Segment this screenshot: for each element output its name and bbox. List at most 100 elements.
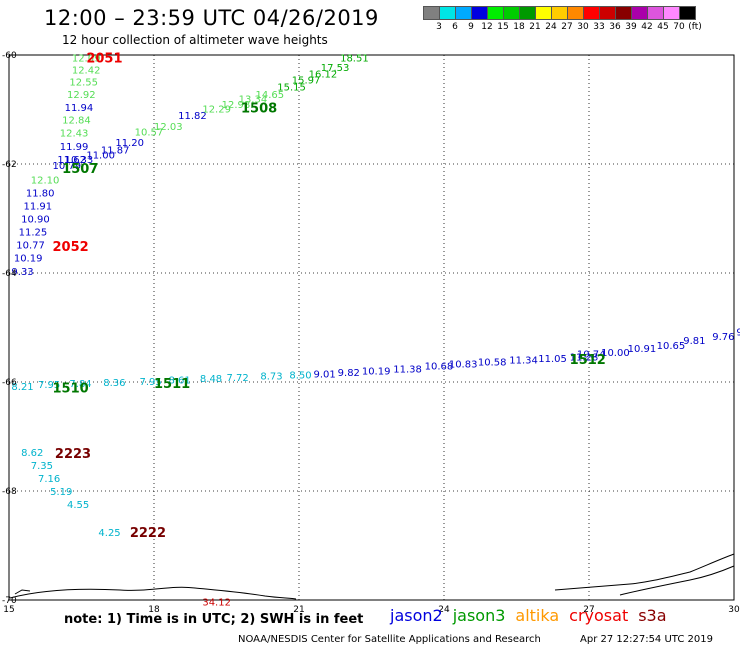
wave-height-value: 10.65 bbox=[657, 341, 686, 352]
wave-height-value: 10.57 bbox=[135, 127, 164, 138]
colorbar-label: 36 bbox=[609, 22, 621, 32]
wave-height-value: 7.95 bbox=[140, 377, 162, 388]
pass-time-label: 2222 bbox=[130, 526, 166, 541]
wave-height-value: 11.20 bbox=[115, 138, 144, 149]
wave-height-value: 11.94 bbox=[65, 103, 94, 114]
pass-labels: 2051 1508 1507 2052 1510 1511 1512 2223 2222 bbox=[53, 52, 606, 541]
wave-height-value: 10.74 bbox=[577, 350, 606, 361]
wave-height-value: 7.35 bbox=[31, 461, 53, 472]
colorbar bbox=[423, 6, 696, 20]
lon-tick-label: 30 bbox=[728, 605, 740, 615]
colorbar-label: 30 bbox=[577, 22, 589, 32]
map-frame bbox=[8, 54, 735, 601]
page-subtitle: 12 hour collection of altimeter wave hei… bbox=[62, 33, 328, 47]
colorbar-label: 33 bbox=[593, 22, 605, 32]
colorbar-label: 15 bbox=[497, 22, 509, 32]
wave-height-value: 8.61 bbox=[169, 375, 191, 386]
wave-height-value: 16.12 bbox=[309, 70, 338, 81]
wave-height-value: 11.00 bbox=[86, 151, 115, 162]
colorbar-label: 39 bbox=[625, 22, 637, 32]
colorbar-label: 27 bbox=[561, 22, 573, 32]
wave-height-value: 34.12 bbox=[202, 598, 231, 609]
lon-tick-label: 18 bbox=[148, 605, 160, 615]
wave-height-value: 15.15 bbox=[277, 83, 306, 94]
lat-tick-label: -64 bbox=[2, 269, 17, 279]
pass-time-label: 1510 bbox=[53, 381, 89, 396]
colorbar-label: 3 bbox=[436, 22, 442, 32]
wave-height-value: 10.33 bbox=[65, 155, 94, 166]
lon-tick-label: 15 bbox=[3, 605, 14, 615]
wave-height-value: 7.84 bbox=[69, 379, 91, 390]
colorbar-label: 18 bbox=[513, 22, 525, 32]
wave-height-value: 12.03 bbox=[154, 122, 183, 133]
wave-height-value: 9.76 bbox=[712, 332, 734, 343]
legend-item-jason2: jason2 bbox=[390, 606, 443, 625]
wave-height-value: 8.73 bbox=[260, 371, 282, 382]
wave-height-value: 10.90 bbox=[21, 215, 50, 226]
wave-height-value: 10.19 bbox=[14, 254, 43, 265]
wave-height-value: 12.84 bbox=[62, 115, 91, 126]
lat-tick-label: -62 bbox=[2, 160, 17, 170]
pass-time-label: 2052 bbox=[53, 240, 89, 255]
wave-height-value: 8.36 bbox=[103, 378, 125, 389]
legend-item-altika: altika bbox=[515, 606, 560, 625]
satellite-legend: jason2 jason3 altika cryosat s3a bbox=[390, 606, 677, 625]
wave-height-value: 11.87 bbox=[101, 145, 130, 156]
wave-height-value: 12.42 bbox=[72, 66, 101, 77]
colorbar-label: (ft) bbox=[688, 22, 702, 32]
coastline bbox=[9, 553, 735, 600]
pass-time-label: 2051 bbox=[86, 52, 122, 67]
colorbar-label: 24 bbox=[545, 22, 557, 32]
wave-height-value: 5.19 bbox=[50, 487, 72, 498]
wave-height-value: 11.80 bbox=[26, 188, 55, 199]
credit-text: NOAA/NESDIS Center for Satellite Applica… bbox=[238, 634, 541, 645]
pass-time-label: 2223 bbox=[55, 447, 91, 462]
wave-height-value: 12.55 bbox=[69, 78, 98, 89]
lon-tick-label: 21 bbox=[293, 605, 304, 615]
legend-item-s3a: s3a bbox=[638, 606, 667, 625]
wave-height-value: 11.28 bbox=[570, 352, 599, 363]
colorbar-label: 45 bbox=[657, 22, 669, 32]
wave-height-value: 10.68 bbox=[425, 362, 454, 373]
lon-tick-label: 27 bbox=[583, 605, 594, 615]
wave-height-value: 9.64 bbox=[736, 327, 740, 338]
wave-height-value: 17.53 bbox=[321, 63, 350, 74]
lat-tick-label: -70 bbox=[2, 596, 17, 606]
wave-height-value: 15.97 bbox=[292, 76, 321, 87]
wave-height-value: 7.95 bbox=[38, 380, 60, 391]
colorbar-label: 42 bbox=[641, 22, 653, 32]
wave-height-value: 13.34 bbox=[239, 95, 268, 106]
wave-height-value: 7.16 bbox=[38, 474, 60, 485]
wave-height-value: 11.91 bbox=[24, 201, 53, 212]
wave-height-value: 10.77 bbox=[16, 241, 45, 252]
wave-height-value: 18.51 bbox=[340, 54, 369, 65]
wave-height-value: 9.82 bbox=[338, 368, 360, 379]
wave-height-value: 11.62 bbox=[57, 155, 86, 166]
credit-timestamp: Apr 27 12:27:54 UTC 2019 bbox=[580, 634, 713, 645]
wave-height-value: 10.79 bbox=[53, 161, 82, 172]
colorbar-label: 6 bbox=[452, 22, 458, 32]
gridlines bbox=[9, 55, 734, 600]
wave-height-value: 8.62 bbox=[21, 448, 43, 459]
footer-note: note: 1) Time is in UTC; 2) SWH is in fe… bbox=[64, 612, 364, 627]
wave-height-value: 11.34 bbox=[509, 356, 538, 367]
colorbar-label: 12 bbox=[481, 22, 493, 32]
wave-height-value: 12.98 bbox=[222, 100, 251, 111]
colorbar-label: 9 bbox=[468, 22, 474, 32]
page-title: 12:00 – 23:59 UTC 04/26/2019 bbox=[44, 6, 379, 30]
colorbar-swatch bbox=[679, 6, 696, 20]
wave-height-value: 12.10 bbox=[31, 175, 60, 186]
legend-item-jason3: jason3 bbox=[452, 606, 506, 625]
wave-height-value: 11.99 bbox=[60, 142, 89, 153]
lat-tick-label: -66 bbox=[2, 378, 17, 388]
pass-time-label: 1507 bbox=[62, 162, 98, 177]
wave-height-value: 11.05 bbox=[538, 354, 567, 365]
wave-height-value: 12.43 bbox=[60, 128, 89, 139]
wave-height-value: 10.58 bbox=[478, 357, 507, 368]
wave-height-value: 11.25 bbox=[19, 228, 48, 239]
lat-tick-label: -68 bbox=[2, 487, 17, 497]
wave-height-value: 10.83 bbox=[449, 359, 478, 370]
